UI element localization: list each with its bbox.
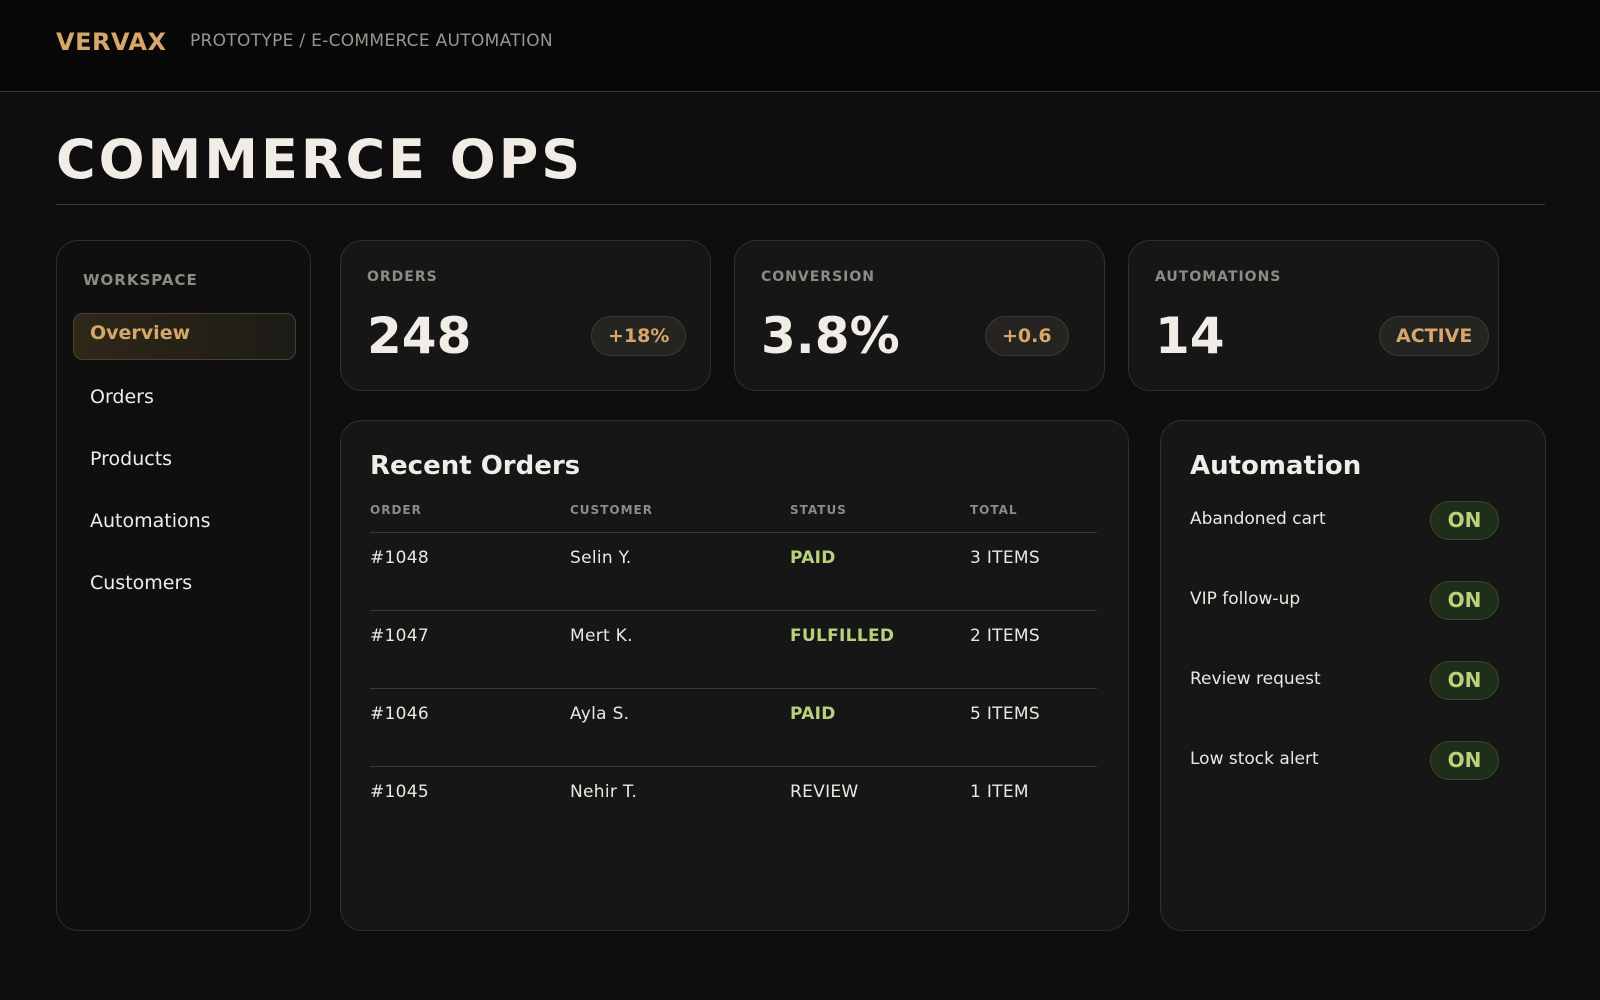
stat-card-conversion: CONVERSION 3.8% +0.6 xyxy=(734,240,1105,391)
breadcrumb: PROTOTYPE / E-COMMERCE AUTOMATION xyxy=(190,31,553,51)
panel-title: Automation xyxy=(1190,451,1362,481)
page-title: COMMERCE OPS xyxy=(56,128,584,191)
status-label: FULFILLED xyxy=(790,626,895,646)
stat-value: 3.8% xyxy=(761,307,900,365)
top-bar: VERVAX PROTOTYPE / E-COMMERCE AUTOMATION xyxy=(0,0,1600,92)
automation-label-review-request: Review request xyxy=(1190,669,1321,689)
stat-change-badge: +18% xyxy=(591,316,687,356)
sidebar-item-orders[interactable]: Orders xyxy=(90,386,154,408)
stat-label: AUTOMATIONS xyxy=(1155,269,1282,285)
customer-name: Selin Y. xyxy=(570,548,632,568)
automation-panel: Automation Abandoned cart ON VIP follow-… xyxy=(1160,420,1546,931)
sidebar-item-customers[interactable]: Customers xyxy=(90,572,193,594)
customer-name: Mert K. xyxy=(570,626,633,646)
stat-card-orders: ORDERS 248 +18% xyxy=(340,240,711,391)
sidebar-item-products[interactable]: Products xyxy=(90,448,173,470)
sidebar-section-label: WORKSPACE xyxy=(83,271,198,289)
vip-follow-up-toggle[interactable]: ON xyxy=(1430,581,1499,620)
order-total: 3 ITEMS xyxy=(970,548,1040,568)
order-total: 1 ITEM xyxy=(970,782,1029,802)
row-divider xyxy=(370,766,1097,767)
order-id[interactable]: #1047 xyxy=(370,626,430,646)
recent-orders-panel: Recent Orders ORDER CUSTOMER STATUS TOTA… xyxy=(340,420,1129,931)
automation-label-low-stock-alert: Low stock alert xyxy=(1190,749,1319,769)
automation-label-abandoned-cart: Abandoned cart xyxy=(1190,509,1326,529)
review-request-toggle[interactable]: ON xyxy=(1430,661,1499,700)
low-stock-alert-toggle[interactable]: ON xyxy=(1430,741,1499,780)
title-divider xyxy=(56,204,1545,205)
stat-change-badge: +0.6 xyxy=(985,316,1069,356)
panel-title: Recent Orders xyxy=(370,451,581,481)
customer-name: Ayla S. xyxy=(570,704,630,724)
stat-status-badge: ACTIVE xyxy=(1379,316,1490,356)
sidebar: WORKSPACE Overview Orders Products Autom… xyxy=(56,240,311,931)
stat-label: ORDERS xyxy=(367,269,438,285)
customer-name: Nehir T. xyxy=(570,782,638,802)
brand-logo[interactable]: VERVAX xyxy=(56,28,167,56)
order-id[interactable]: #1048 xyxy=(370,548,430,568)
automation-label-vip-follow-up: VIP follow-up xyxy=(1190,589,1301,609)
abandoned-cart-toggle[interactable]: ON xyxy=(1430,501,1499,540)
order-total: 2 ITEMS xyxy=(970,626,1040,646)
stat-value: 14 xyxy=(1155,307,1225,365)
order-id[interactable]: #1045 xyxy=(370,782,430,802)
row-divider xyxy=(370,610,1097,611)
stat-card-automations: AUTOMATIONS 14 ACTIVE xyxy=(1128,240,1499,391)
sidebar-item-automations[interactable]: Automations xyxy=(90,510,211,532)
row-divider xyxy=(370,688,1097,689)
header-divider xyxy=(370,532,1097,533)
status-label: PAID xyxy=(790,548,836,568)
sidebar-item-overview[interactable]: Overview xyxy=(73,313,296,360)
stat-label: CONVERSION xyxy=(761,269,875,285)
column-header-total[interactable]: TOTAL xyxy=(970,503,1018,517)
stat-value: 248 xyxy=(367,307,472,365)
column-header-customer[interactable]: CUSTOMER xyxy=(570,503,653,517)
status-label: PAID xyxy=(790,704,836,724)
column-header-status[interactable]: STATUS xyxy=(790,503,847,517)
status-label: REVIEW xyxy=(790,782,859,802)
column-header-order[interactable]: ORDER xyxy=(370,503,422,517)
order-total: 5 ITEMS xyxy=(970,704,1040,724)
order-id[interactable]: #1046 xyxy=(370,704,430,724)
